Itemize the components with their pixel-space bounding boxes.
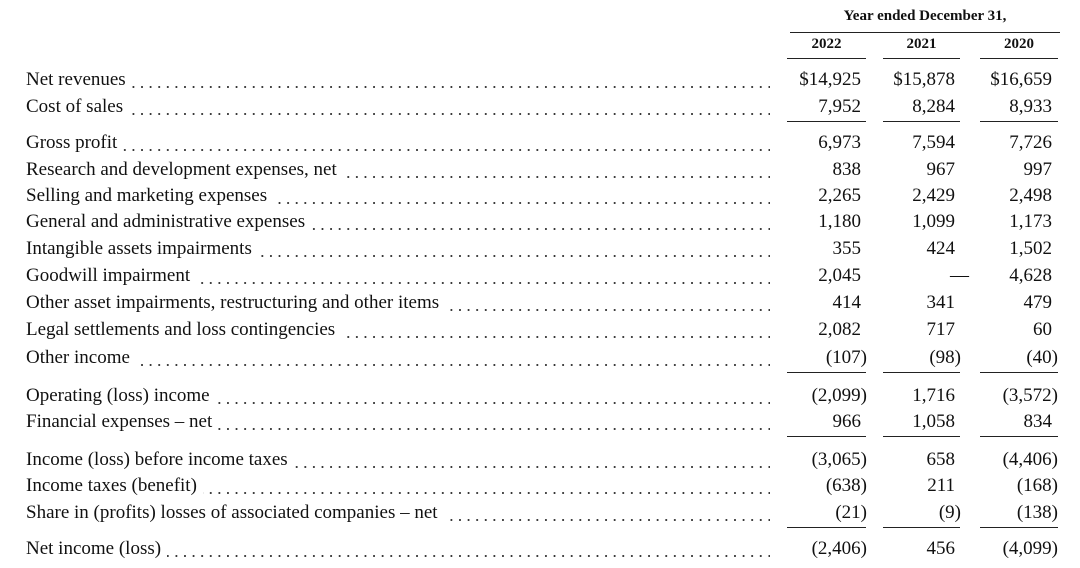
row-value: 7,594 <box>912 132 955 153</box>
row-value: 4,628 <box>1009 265 1052 286</box>
row-value: 8,933 <box>1009 96 1052 117</box>
row-label: Income taxes (benefit) <box>26 474 203 498</box>
row-value: 834 <box>1023 411 1053 432</box>
row-label: Research and development expenses, net <box>26 158 343 182</box>
row-value: 479 <box>1023 292 1053 313</box>
row-value: 1,099 <box>912 211 955 232</box>
row-label: Cost of sales <box>26 95 130 119</box>
row-value: 1,716 <box>912 385 955 406</box>
sum-rule <box>883 436 960 437</box>
row-value: (40) <box>1026 347 1058 368</box>
sum-rule <box>980 527 1058 528</box>
sum-rule <box>787 121 866 122</box>
row-value: 717 <box>926 319 956 340</box>
row-label: Other income <box>26 346 136 370</box>
sum-rule <box>787 372 866 373</box>
row-value: 2,429 <box>912 185 955 206</box>
dot-leader <box>26 95 770 119</box>
row-label: Gross profit <box>26 131 124 155</box>
row-label: Income (loss) before income taxes <box>26 448 294 472</box>
row-value: 658 <box>926 449 956 470</box>
row-value: (3,065) <box>811 449 867 470</box>
row-label: Share in (profits) losses of associated … <box>26 501 444 525</box>
row-value: (168) <box>1016 475 1058 496</box>
row-value: — <box>950 265 969 286</box>
row-value: 2,045 <box>818 265 861 286</box>
dot-leader <box>26 346 770 370</box>
row-value: 2,498 <box>1009 185 1052 206</box>
row-value: 2,265 <box>818 185 861 206</box>
row-value: 414 <box>832 292 862 313</box>
row-value: (21) <box>835 502 867 523</box>
row-value: 1,502 <box>1009 238 1052 259</box>
year-header: 2020 <box>1004 36 1034 52</box>
row-value: $15,878 <box>893 69 955 90</box>
row-value: 967 <box>926 159 956 180</box>
dot-leader <box>26 131 770 155</box>
row-value: 7,952 <box>818 96 861 117</box>
row-value: (9) <box>938 502 961 523</box>
row-value: (638) <box>825 475 867 496</box>
row-label: Other asset impairments, restructuring a… <box>26 291 446 315</box>
sum-rule <box>787 527 866 528</box>
sum-rule <box>883 372 960 373</box>
row-value: 966 <box>832 411 862 432</box>
year-header: 2021 <box>906 36 937 52</box>
row-label: Intangible assets impairments <box>26 237 258 261</box>
row-value: 6,973 <box>818 132 861 153</box>
row-value: 8,284 <box>912 96 955 117</box>
row-value: 838 <box>832 159 862 180</box>
row-value: (4,406) <box>1002 449 1058 470</box>
header-title: Year ended December 31, <box>843 8 1007 24</box>
sum-rule <box>787 436 866 437</box>
sum-rule <box>980 372 1058 373</box>
row-value: $16,659 <box>990 69 1052 90</box>
sum-rule <box>980 121 1058 122</box>
row-label: General and administrative expenses <box>26 210 312 234</box>
row-value: (98) <box>929 347 961 368</box>
row-value: (2,099) <box>811 385 867 406</box>
row-value: 60 <box>1033 319 1052 340</box>
row-value: 211 <box>927 475 955 496</box>
sum-rule <box>883 121 960 122</box>
year-rule <box>787 58 866 59</box>
row-value: (2,406) <box>811 538 867 559</box>
row-label: Operating (loss) income <box>26 384 216 408</box>
year-rule <box>980 58 1058 59</box>
row-value: (138) <box>1016 502 1058 523</box>
header-rule <box>790 32 1060 33</box>
row-value: 1,180 <box>818 211 861 232</box>
row-value: (3,572) <box>1002 385 1058 406</box>
sum-rule <box>883 527 960 528</box>
row-value: 1,058 <box>912 411 955 432</box>
row-value: 341 <box>926 292 956 313</box>
row-label: Selling and marketing expenses <box>26 184 274 208</box>
row-value: 355 <box>832 238 862 259</box>
row-label: Net revenues <box>26 68 132 92</box>
row-value: (4,099) <box>1002 538 1058 559</box>
year-rule <box>883 58 960 59</box>
row-value: 456 <box>926 538 956 559</box>
row-value: $14,925 <box>799 69 861 90</box>
row-value: 424 <box>926 238 956 259</box>
row-value: 1,173 <box>1009 211 1052 232</box>
sum-rule <box>980 436 1058 437</box>
year-header: 2022 <box>811 36 842 52</box>
row-value: 2,082 <box>818 319 861 340</box>
row-label: Legal settlements and loss contingencies <box>26 318 342 342</box>
dot-leader <box>26 68 770 92</box>
row-label: Goodwill impairment <box>26 264 197 288</box>
row-value: (107) <box>825 347 867 368</box>
row-value: 7,726 <box>1009 132 1052 153</box>
row-value: 997 <box>1023 159 1053 180</box>
row-label: Net income (loss) <box>26 537 168 561</box>
row-label: Financial expenses – net <box>26 410 219 434</box>
